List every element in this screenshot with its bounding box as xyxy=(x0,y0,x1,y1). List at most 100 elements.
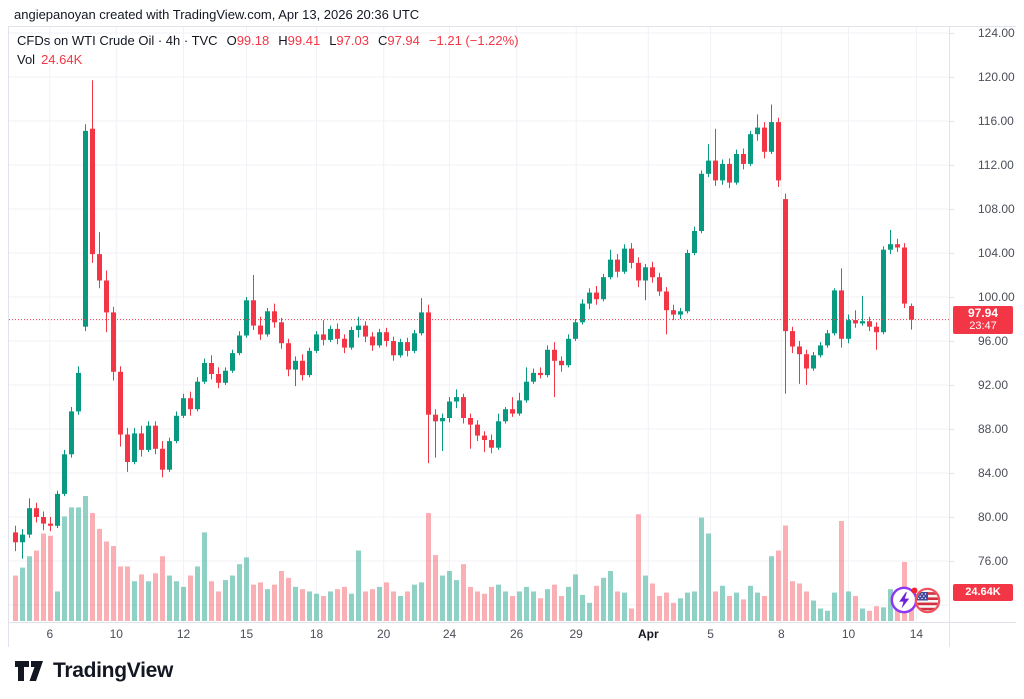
volume-bar xyxy=(174,581,179,621)
symbol-title[interactable]: CFDs on WTI Crude Oil · 4h · TVC xyxy=(17,33,218,48)
change-value: −1.21 (−1.22%) xyxy=(428,33,519,48)
volume-bar xyxy=(90,513,95,621)
volume-bar xyxy=(825,610,830,621)
volume-bar xyxy=(762,595,767,621)
candle-body xyxy=(783,199,788,332)
volume-bar xyxy=(622,592,627,621)
volume-bar xyxy=(447,570,452,621)
volume-bar xyxy=(601,577,606,621)
axis-corner xyxy=(949,622,1016,647)
low-value: 97.03 xyxy=(336,33,369,48)
price-axis-tick xyxy=(950,297,954,298)
price-axis-tick xyxy=(950,253,954,254)
candle-body xyxy=(377,332,382,346)
volume-bar xyxy=(797,583,802,621)
price-axis[interactable]: 97.94 23:47 24.64K 124.00 120.00 116.00 112… xyxy=(949,26,1016,622)
legend-volume-row[interactable]: Vol 24.64K xyxy=(17,50,519,69)
volume-bar xyxy=(188,575,193,621)
volume-bar xyxy=(300,589,305,621)
volume-bar xyxy=(223,580,228,621)
candle-body xyxy=(769,122,774,152)
volume-bar xyxy=(419,582,424,621)
volume-bar xyxy=(328,591,333,621)
candle-body xyxy=(90,128,95,255)
volume-bar xyxy=(279,570,284,621)
tradingview-logo-icon[interactable] xyxy=(14,660,44,682)
volume-bar xyxy=(517,591,522,621)
candle-body xyxy=(440,418,445,422)
volume-bar xyxy=(104,541,109,621)
volume-bar xyxy=(293,586,298,621)
us-flag-sticker[interactable] xyxy=(914,587,941,614)
price-axis-label: 100.00 xyxy=(978,290,1015,304)
volume-bar xyxy=(139,574,144,621)
candle-body xyxy=(790,331,795,347)
candle-body xyxy=(69,411,74,455)
price-axis-label: 84.00 xyxy=(978,466,1009,480)
chart-pane[interactable]: CFDs on WTI Crude Oil · 4h · TVC O99.18 H9… xyxy=(9,27,949,622)
last-price-badge: 97.94 23:47 xyxy=(953,305,1013,334)
open-label: O xyxy=(226,33,237,48)
candle-body xyxy=(314,334,319,351)
tradingview-brand-text[interactable]: TradingView xyxy=(53,659,174,682)
volume-bar xyxy=(776,550,781,621)
volume-bar xyxy=(20,567,25,621)
candle-body xyxy=(391,341,396,356)
candle-body xyxy=(195,381,200,410)
candle-body xyxy=(139,433,144,450)
candle-body xyxy=(692,231,697,253)
volume-bar xyxy=(685,592,690,621)
price-axis-label: 116.00 xyxy=(978,114,1014,128)
price-axis-tick xyxy=(950,165,954,166)
volume-bar xyxy=(370,589,375,621)
candle-body xyxy=(860,321,865,324)
volume-bar xyxy=(531,591,536,621)
candle-body xyxy=(629,248,634,263)
price-axis-label: 92.00 xyxy=(978,378,1009,392)
candle-body xyxy=(874,326,879,333)
candle-body xyxy=(328,328,333,340)
volume-bar xyxy=(321,595,326,621)
volume-bar xyxy=(335,589,340,621)
high-value: 99.41 xyxy=(287,33,321,48)
time-axis[interactable]: 6 10 12 15 18 20 24 26 29 Apr 5 8 10 14 xyxy=(9,622,949,647)
legend-symbol-row[interactable]: CFDs on WTI Crude Oil · 4h · TVC O99.18 H9… xyxy=(17,31,519,50)
candle-body xyxy=(83,130,88,327)
candle-body xyxy=(202,363,207,382)
candle-body xyxy=(839,290,844,339)
legend[interactable]: CFDs on WTI Crude Oil · 4h · TVC O99.18 H9… xyxy=(17,31,519,69)
volume-bar xyxy=(573,574,578,621)
volume-bar xyxy=(34,550,39,621)
price-axis-tick xyxy=(950,33,954,34)
price-chart[interactable] xyxy=(9,27,949,622)
candle-body xyxy=(615,259,620,272)
candle-body xyxy=(181,398,186,416)
time-axis-label: 10 xyxy=(841,627,856,641)
time-axis-label: 18 xyxy=(309,627,324,641)
volume-bar xyxy=(202,532,207,621)
candle-body xyxy=(76,372,81,412)
chart-widget: CFDs on WTI Crude Oil · 4h · TVC O99.18 H9… xyxy=(8,26,1016,647)
candle-body xyxy=(230,353,235,371)
volume-bar xyxy=(818,608,823,621)
candle-body xyxy=(433,414,438,422)
candle-body xyxy=(265,311,270,335)
candle-body xyxy=(97,254,102,281)
price-axis-label: 96.00 xyxy=(978,334,1009,348)
volume-bar xyxy=(664,592,669,621)
candle-body xyxy=(216,374,221,383)
price-axis-tick xyxy=(950,77,954,78)
volume-bar xyxy=(237,564,242,621)
volume-bar xyxy=(426,513,431,621)
price-axis-label: 76.00 xyxy=(978,554,1009,568)
candle-body xyxy=(41,517,46,524)
price-axis-label: 104.00 xyxy=(978,246,1015,260)
volume-bar xyxy=(713,591,718,621)
volume-bar xyxy=(783,525,788,621)
candle-body xyxy=(559,360,564,366)
volume-bar xyxy=(153,573,158,621)
volume-bar xyxy=(391,591,396,621)
volume-bar xyxy=(405,591,410,621)
candle-body xyxy=(223,370,228,383)
candle-body xyxy=(461,397,466,418)
